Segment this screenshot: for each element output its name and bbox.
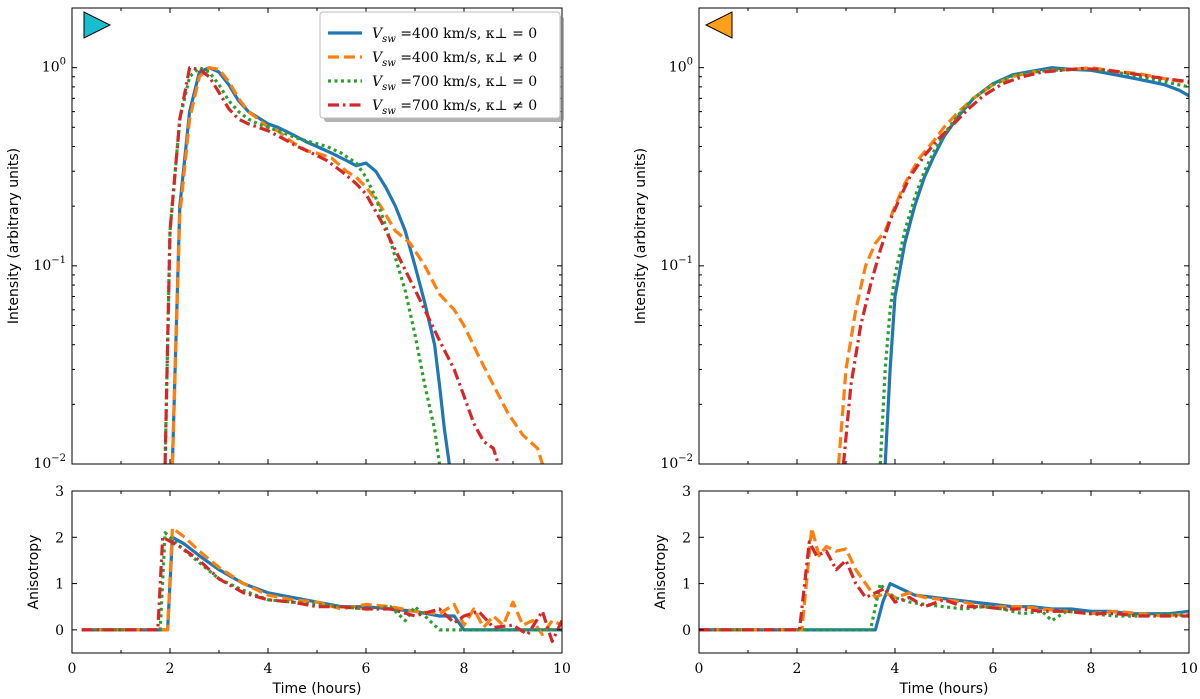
series-line-top-right-3 xyxy=(841,66,1189,464)
series-line-top-right-1 xyxy=(837,66,1189,464)
x-tick-label: 10 xyxy=(1180,661,1198,677)
legend: Vsw =400 km/s, κ⊥ = 0 Vsw =400 km/s, κ⊥ ≠… xyxy=(319,11,564,122)
series-line-top-left-1 xyxy=(170,66,544,464)
series-line-bottom-left-1 xyxy=(81,526,562,637)
series-line-bottom-left-2 xyxy=(81,531,562,632)
x-tick-label: 6 xyxy=(989,661,998,677)
series-line-bottom-right-0 xyxy=(699,581,1189,632)
series-line-bottom-right-2 xyxy=(699,581,1189,632)
series-line-bottom-right-1 xyxy=(699,526,1189,632)
y-tick-label: 100 xyxy=(42,57,66,76)
panel-top-right: 10−2 10−1 100 Intensity (arbitrary units) xyxy=(633,7,1190,472)
y-tick-label: 2 xyxy=(682,530,691,546)
series-line-bottom-right-3 xyxy=(699,540,1189,632)
y-tick-label: 3 xyxy=(682,484,691,500)
x-tick-label: 8 xyxy=(460,661,469,677)
y-tick-label: 10−1 xyxy=(660,255,693,274)
x-axis-label: Time (hours) xyxy=(899,681,989,697)
triangle-marker-left-icon xyxy=(83,11,112,39)
x-tick-label: 2 xyxy=(166,661,175,677)
legend-entry: Vsw =700 km/s, κ⊥ = 0 xyxy=(328,74,537,93)
x-tick-label: 0 xyxy=(695,661,704,677)
series-line-top-right-0 xyxy=(883,66,1189,464)
legend-label: Vsw =400 km/s, κ⊥ ≠ 0 xyxy=(372,50,537,69)
legend-entry: Vsw =400 km/s, κ⊥ ≠ 0 xyxy=(328,50,537,69)
series-line-bottom-left-0 xyxy=(81,535,562,632)
y-tick-label: 100 xyxy=(669,57,693,76)
x-tick-label: 10 xyxy=(553,661,571,677)
legend-label: Vsw =700 km/s, κ⊥ = 0 xyxy=(372,74,537,93)
legend-entry: Vsw =700 km/s, κ⊥ ≠ 0 xyxy=(328,98,537,117)
series-line-top-right-2 xyxy=(878,67,1189,464)
legend-label: Vsw =400 km/s, κ⊥ = 0 xyxy=(372,26,537,45)
y-tick-label: 3 xyxy=(55,484,64,500)
x-tick-label: 2 xyxy=(793,661,802,677)
x-axis-label: Time (hours) xyxy=(272,681,362,697)
x-tick-label: 8 xyxy=(1087,661,1096,677)
x-tick-label: 4 xyxy=(264,661,273,677)
panel-top-left: 10−2 10−1 100 Intensity (arbitrary units) xyxy=(6,7,563,472)
triangle-marker-right-icon xyxy=(704,11,733,39)
y-tick-label: 10−1 xyxy=(33,255,66,274)
y-tick-label: 2 xyxy=(55,530,64,546)
x-tick-label: 4 xyxy=(891,661,900,677)
y-tick-label: 0 xyxy=(682,623,691,639)
panel-bottom-right: 0 2 4 6 8 10 0 1 2 3 Anisotropy Time (hours) xyxy=(653,484,1198,697)
y-tick-label: 1 xyxy=(55,577,64,593)
legend-label: Vsw =700 km/s, κ⊥ ≠ 0 xyxy=(372,98,537,117)
series-line-bottom-left-3 xyxy=(81,535,562,644)
y-axis-label: Anisotropy xyxy=(653,535,669,610)
y-tick-label: 10−2 xyxy=(33,453,66,472)
series-line-top-left-2 xyxy=(163,66,442,464)
series-line-top-left-0 xyxy=(170,66,451,464)
x-tick-label: 6 xyxy=(362,661,371,677)
y-tick-label: 0 xyxy=(55,623,64,639)
panel-bottom-left: 0 2 4 6 8 10 0 1 2 3 Anisotropy Time (hours) xyxy=(26,484,571,697)
x-tick-label: 0 xyxy=(68,661,77,677)
series-line-top-left-3 xyxy=(163,66,500,464)
legend-entry: Vsw =400 km/s, κ⊥ = 0 xyxy=(328,26,537,45)
y-axis-label: Anisotropy xyxy=(26,535,42,610)
y-tick-label: 1 xyxy=(682,577,691,593)
y-axis-label: Intensity (arbitrary units) xyxy=(6,148,22,324)
y-axis-label: Intensity (arbitrary units) xyxy=(633,148,649,324)
y-tick-label: 10−2 xyxy=(660,453,693,472)
